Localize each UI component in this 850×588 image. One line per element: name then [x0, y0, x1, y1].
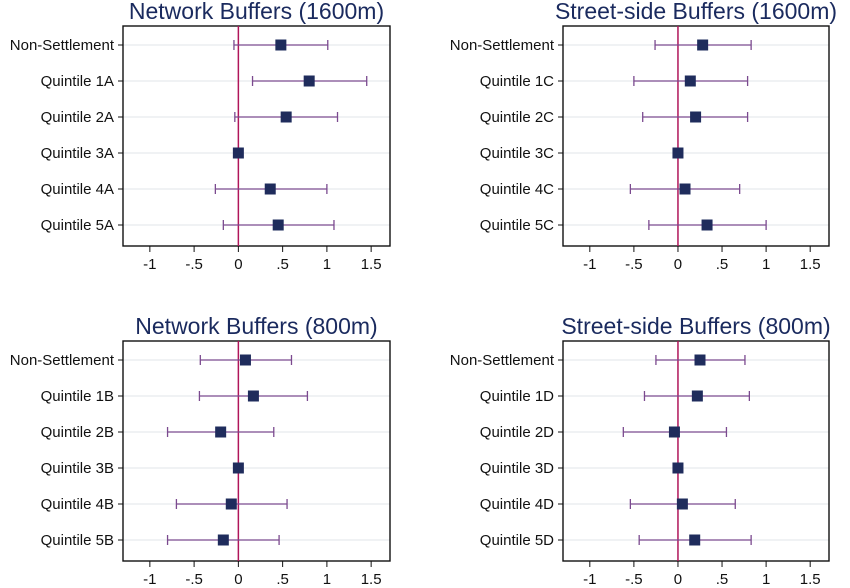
row-label: Quintile 1D — [480, 388, 554, 405]
x-tick-label: -1 — [143, 571, 156, 588]
x-tick-label: -.5 — [625, 571, 643, 588]
estimate-marker — [225, 498, 237, 510]
row-label: Quintile 3B — [41, 460, 114, 477]
row-label: Quintile 2A — [41, 109, 114, 126]
panel-title: Street-side Buffers (1600m) — [555, 0, 837, 24]
x-tick-label: 1.5 — [361, 256, 382, 273]
x-tick-label: -.5 — [625, 256, 643, 273]
estimate-marker — [232, 462, 244, 474]
forest-panel: Street-side Buffers (800m) Non-Settlement… — [450, 313, 831, 588]
x-tick-label: .5 — [716, 256, 729, 273]
plot-frame — [562, 340, 830, 562]
row-label: Quintile 4D — [480, 496, 554, 513]
estimate-marker — [217, 534, 229, 546]
x-tick-label: .5 — [276, 571, 289, 588]
row-label: Quintile 1C — [480, 73, 554, 90]
x-tick-label: -1 — [583, 256, 596, 273]
panel-title: Street-side Buffers (800m) — [561, 313, 830, 339]
x-tick-label: 0 — [674, 571, 682, 588]
estimate-marker — [679, 183, 691, 195]
x-tick-label: 1 — [323, 571, 331, 588]
estimate-marker — [239, 354, 251, 366]
row-label: Quintile 2C — [480, 109, 554, 126]
estimate-marker — [272, 219, 284, 231]
row-label: Quintile 3A — [41, 145, 114, 162]
row-label: Non-Settlement — [450, 352, 555, 369]
x-tick-label: -1 — [143, 256, 156, 273]
row-label: Quintile 1B — [41, 388, 114, 405]
estimate-marker — [690, 111, 702, 123]
estimate-marker — [684, 75, 696, 87]
estimate-marker — [232, 147, 244, 159]
x-tick-label: 0 — [234, 256, 242, 273]
x-tick-label: 1 — [762, 571, 770, 588]
row-label: Quintile 5D — [480, 532, 554, 549]
x-tick-label: 1 — [762, 256, 770, 273]
row-label: Non-Settlement — [450, 37, 555, 54]
row-label: Quintile 4A — [41, 181, 114, 198]
x-tick-label: 0 — [234, 571, 242, 588]
estimate-marker — [694, 354, 706, 366]
estimate-marker — [676, 498, 688, 510]
row-label: Quintile 2D — [480, 424, 554, 441]
estimate-marker — [275, 39, 287, 51]
x-tick-label: .5 — [716, 571, 729, 588]
row-label: Quintile 3D — [480, 460, 554, 477]
x-tick-label: 1.5 — [361, 571, 382, 588]
row-label: Quintile 4C — [480, 181, 554, 198]
estimate-marker — [215, 426, 227, 438]
x-tick-label: -.5 — [185, 571, 203, 588]
estimate-marker — [247, 390, 259, 402]
estimate-marker — [672, 462, 684, 474]
estimate-marker — [691, 390, 703, 402]
row-label: Quintile 4B — [41, 496, 114, 513]
plot-frame — [122, 25, 391, 247]
x-tick-label: 1.5 — [800, 256, 821, 273]
row-label: Quintile 1A — [41, 73, 114, 90]
row-label: Quintile 5A — [41, 217, 114, 234]
forest-panel: Network Buffers (800m) Non-Settlement Quin… — [10, 313, 391, 588]
forest-panel: Street-side Buffers (1600m)Non-Settlemen… — [450, 0, 837, 273]
x-tick-label: 1.5 — [800, 571, 821, 588]
row-label: Non-Settlement — [10, 37, 115, 54]
x-tick-label: -1 — [583, 571, 596, 588]
estimate-marker — [264, 183, 276, 195]
row-label: Quintile 2B — [41, 424, 114, 441]
estimate-marker — [672, 147, 684, 159]
row-label: Quintile 5C — [480, 217, 554, 234]
plot-frame — [122, 340, 391, 562]
panel-title: Network Buffers (1600m) — [129, 0, 384, 24]
estimate-marker — [689, 534, 701, 546]
row-label: Quintile 5B — [41, 532, 114, 549]
x-tick-label: 0 — [674, 256, 682, 273]
x-tick-label: .5 — [276, 256, 289, 273]
estimate-marker — [697, 39, 709, 51]
estimate-marker — [668, 426, 680, 438]
estimate-marker — [303, 75, 315, 87]
plot-frame — [562, 25, 830, 247]
x-tick-label: 1 — [323, 256, 331, 273]
estimate-marker — [280, 111, 292, 123]
x-tick-label: -.5 — [185, 256, 203, 273]
row-label: Quintile 3C — [480, 145, 554, 162]
row-label: Non-Settlement — [10, 352, 115, 369]
forest-panel: Network Buffers (1600m) Non-Settlement Qui… — [10, 0, 391, 273]
estimate-marker — [701, 219, 713, 231]
panel-title: Network Buffers (800m) — [135, 313, 377, 339]
